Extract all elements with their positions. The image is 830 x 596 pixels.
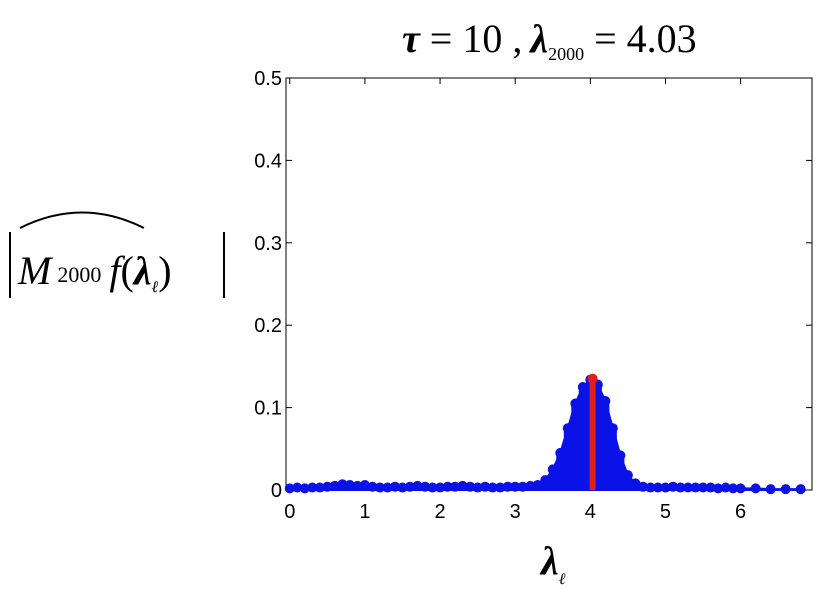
data-point [314,482,325,493]
data-point [480,481,491,492]
data-point [465,481,476,492]
data-point [382,482,393,493]
y-tick-label: 0.5 [254,68,282,90]
x-tick-label: 2 [434,501,445,523]
data-point [795,484,806,495]
chart-title: τ = 10 , λ2000 = 4.03 [402,16,697,64]
data-point [337,479,348,490]
data-point [562,423,573,434]
data-point [367,481,378,492]
data-point [442,481,453,492]
data-point [307,482,318,493]
data-point [720,482,731,493]
data-point [397,482,408,493]
x-tick-label: 3 [510,501,521,523]
data-point [607,423,618,434]
data-point [547,464,558,475]
x-tick-label: 5 [660,501,671,523]
x-axis-label: λℓ [539,538,566,588]
data-point [645,482,656,493]
data-point [517,481,528,492]
data-point [487,482,498,493]
data-point [570,398,581,409]
data-point [284,483,295,494]
data-point [660,482,671,493]
y-label-hat [19,211,145,229]
data-point [765,484,776,495]
highlight-point [587,373,598,384]
data-point [299,483,310,494]
data-point [637,481,648,492]
data-point [404,481,415,492]
plot-area [285,77,813,491]
y-axis-label: M 2000 f(λℓ) [9,211,225,298]
data-point [457,480,468,491]
data-point [344,480,355,491]
data-point [600,396,611,407]
data-point [374,482,385,493]
data-point [667,481,678,492]
data-point [495,482,506,493]
y-tick-label: 0.4 [254,150,282,172]
data-point [502,481,513,492]
data-point [615,450,626,461]
y-tick-label: 0 [271,480,282,502]
data-point [728,483,739,494]
y-tick-label: 0.1 [254,398,282,420]
data-point [359,480,370,491]
data-point [389,481,400,492]
data-point [510,481,521,492]
data-point [427,482,438,493]
data-point [577,382,588,392]
data-point [652,482,663,493]
x-tick-label: 6 [735,501,746,523]
data-point [735,483,746,494]
data-point [750,483,761,494]
data-point [675,482,686,493]
data-point [540,475,551,486]
data-point [532,480,543,491]
data-marks [284,373,806,495]
y-tick-label: 0.2 [254,315,282,337]
data-point [525,480,536,491]
data-point [420,481,431,492]
data-fill [288,377,802,491]
data-point [698,482,709,493]
data-point [622,470,633,481]
data-point [352,480,363,491]
data-point [683,482,694,493]
data-point [329,480,340,491]
y-label-text: M 2000 f(λℓ) [17,248,172,296]
data-point [713,483,724,494]
data-point [292,482,303,493]
data-point [322,481,333,492]
data-point [630,478,641,489]
axis-ticks: 0 1 2 3 4 5 6 0 0.1 0.2 0.3 0.4 0.5 [254,68,812,523]
y-tick-label: 0.3 [254,233,282,255]
data-point [555,447,566,458]
x-tick-label: 0 [284,501,295,523]
data-point [412,480,423,491]
data-point [450,481,461,492]
data-point [780,484,791,495]
data-point [472,482,483,493]
x-tick-label: 1 [359,501,370,523]
x-tick-label: 4 [585,501,596,523]
data-point [435,482,446,493]
data-point [705,482,716,493]
data-point [690,482,701,493]
